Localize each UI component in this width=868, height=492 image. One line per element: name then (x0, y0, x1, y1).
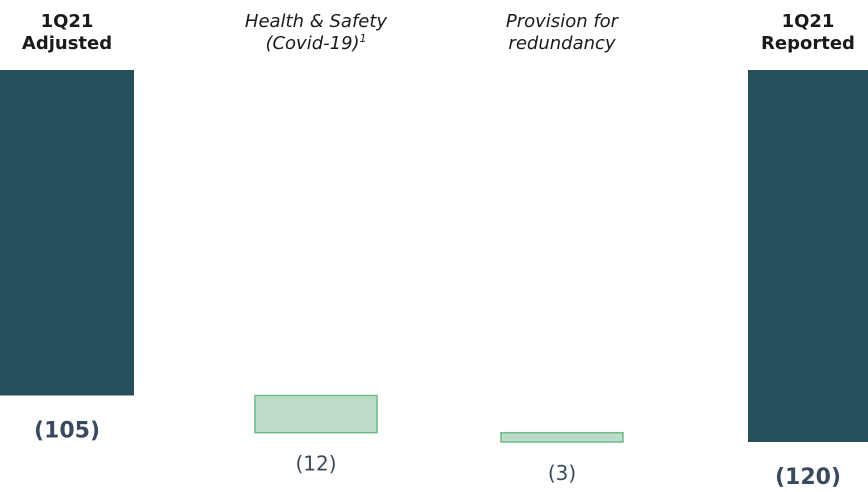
category-label-4: 1Q21 Reported (761, 11, 855, 54)
value-label-1: (105) (34, 419, 100, 444)
category-label-1: 1Q21 Adjusted (22, 11, 112, 54)
value-label-2: (12) (295, 452, 336, 476)
bar-2 (254, 394, 378, 434)
bar-3 (500, 431, 624, 443)
value-label-3: (3) (548, 461, 576, 485)
value-label-4: (120) (775, 465, 841, 490)
bar-1 (0, 70, 134, 396)
bar-4 (748, 70, 868, 442)
category-label-2: Health & Safety (Covid-19)1 (245, 11, 388, 54)
category-label-3: Provision for redundancy (506, 11, 620, 54)
